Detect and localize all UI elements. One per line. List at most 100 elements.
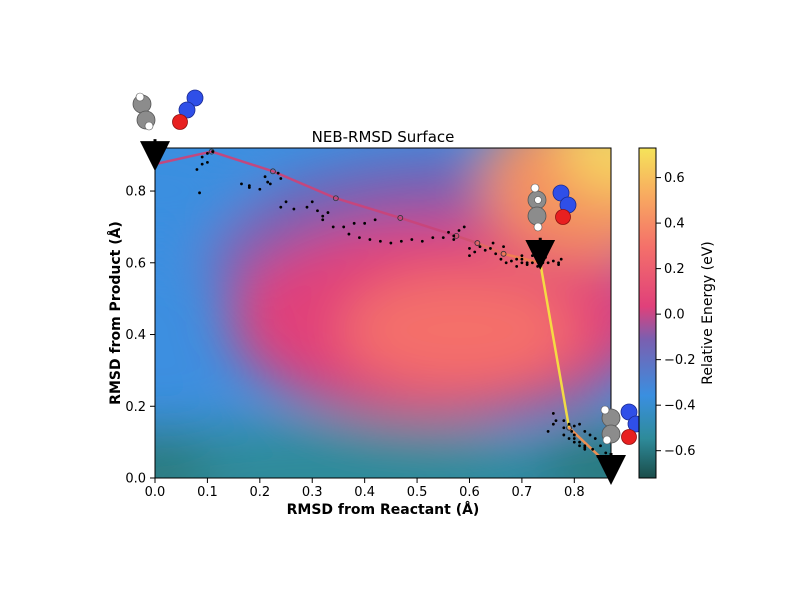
trajectory-point [373,218,377,222]
trajectory-point [489,247,492,250]
trajectory-point [473,250,477,254]
trajectory-point [447,230,450,234]
trajectory-point [347,232,351,236]
neb-path-segment [334,196,402,220]
trajectory-point [601,458,605,462]
trajectory-point [389,241,393,245]
neb-path-segment [455,234,479,245]
trajectory-point [520,257,524,261]
trajectory-point [551,422,555,426]
trajectory-point [491,241,495,245]
colorbar-tick-label: 0.4 [664,217,685,232]
neb-path-segment [538,261,571,430]
x-tick-label: 0.3 [302,485,323,500]
trajectory-point [258,187,262,191]
y-axis: 0.0 0.2 0.4 0.6 0.8 [125,185,155,487]
colorbar-tick-label: −0.4 [664,399,696,414]
trajectory-point [578,422,581,426]
trajectory-point [499,257,503,261]
trajectory-point [502,245,505,249]
trajectory-point [570,429,574,433]
colorbar-tick-label: 0.6 [664,171,685,186]
trajectory-point [572,440,576,444]
trajectory-point [326,211,330,214]
trajectory-point [599,444,602,448]
trajectory-point [533,250,537,254]
y-tick-label: 0.4 [125,328,146,343]
trajectory-point [567,422,571,426]
trajectory-point [554,419,558,423]
trajectory-point [331,225,335,229]
y-tick-label: 0.0 [125,472,146,487]
neb-image [397,215,404,221]
trajectory-point [544,256,547,259]
trajectory-point [247,186,251,189]
trajectory-point [198,191,201,195]
trajectory-point [536,264,540,268]
trajectory-point [557,263,560,266]
trajectory-point [567,437,571,440]
trajectory-point [292,207,296,211]
trajectory-point [211,150,215,153]
x-tick-label: 0.2 [249,485,270,500]
trajectory-point [266,180,270,184]
reactant-molecule [132,89,204,131]
trajectory-point [530,254,534,258]
neb-image [474,240,481,246]
neb-image [332,195,339,202]
trajectory-point [572,433,576,437]
trajectory-point [279,177,283,180]
trajectory-point [530,261,534,265]
trajectory-point [468,254,471,258]
trajectory-point [478,245,482,249]
top-right-high [560,148,611,195]
colorbar-tick-label: −0.6 [664,444,696,459]
trajectory-point [593,437,597,440]
trajectory-point [504,261,508,265]
trajectory-point [572,424,576,428]
neb-path-segment [271,170,338,200]
central-basin [340,270,580,390]
x-tick-label: 0.8 [564,485,585,500]
trajectory-point [206,160,209,164]
x-axis-title: RMSD from Reactant (Å) [287,501,480,518]
trajectory-point [321,218,325,222]
top-left-low [155,148,250,250]
y-axis-title: RMSD from Product (Å) [107,221,124,405]
trajectory-point [515,257,519,261]
x-tick-label: 0.1 [197,485,218,500]
trajectory-point [515,264,519,268]
neb-image [208,148,215,155]
trajectory-point [462,225,466,229]
trajectory-point [240,182,243,186]
x-tick-label: 0.4 [354,485,375,500]
trajectory-point [572,437,576,440]
trajectory-point [583,447,587,451]
trajectory-point [468,247,471,250]
colorbar-tick-label: 0.0 [664,308,685,323]
trajectory-point [420,239,424,243]
energy-surface [155,148,611,478]
trajectory-point [483,248,487,252]
trajectory-point [562,433,566,437]
colorbar-title: Relative Energy (eV) [700,241,716,385]
trajectory-point [206,151,209,155]
ts-molecule [527,183,577,232]
trajectory-point [494,252,498,256]
trajectory-point [279,205,283,209]
product-molecule [600,403,645,445]
colorbar-tick-label: −0.2 [664,353,696,368]
trajectory-point [452,238,456,241]
trajectory-point [596,455,600,458]
trajectory-point [276,171,280,175]
trajectory-point [546,261,550,265]
trajectory-point [352,221,356,225]
trajectory-point [578,440,581,444]
trajectory-point [321,214,325,218]
colorbar-tick-label: 0.2 [664,262,685,277]
x-tick-label: 0.6 [459,485,480,500]
trajectory-point [562,426,566,430]
trajectory-point [546,429,550,433]
y-tick-label: 0.2 [125,400,146,415]
